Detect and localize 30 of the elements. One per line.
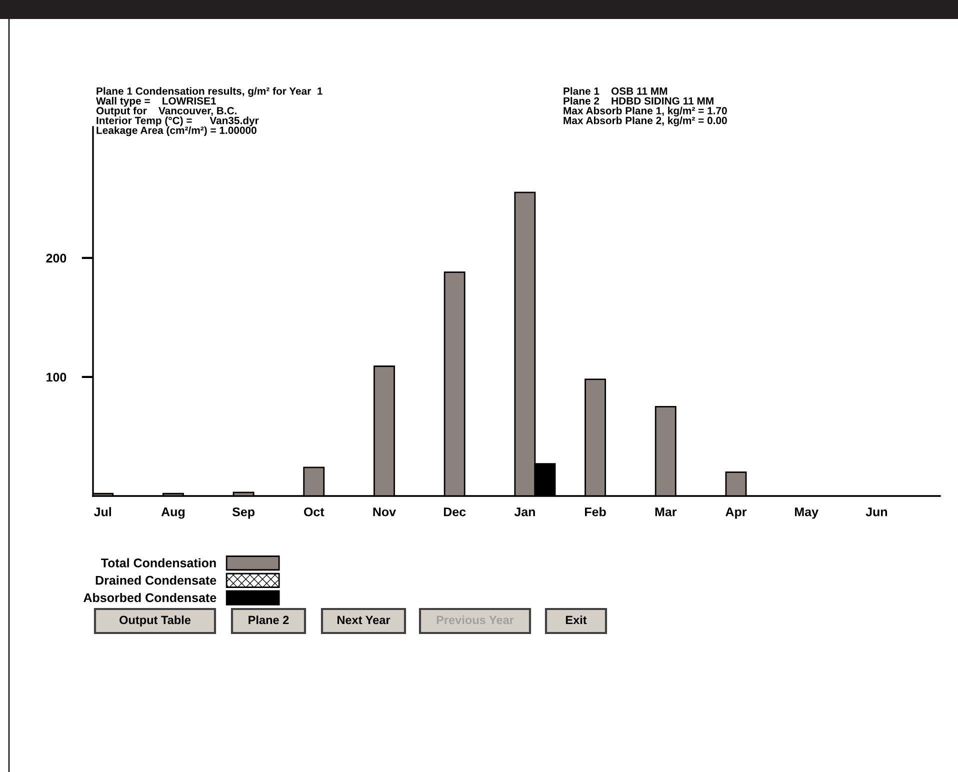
- text: Next Year: [337, 616, 390, 624]
- x-tick-label: Sep: [232, 507, 254, 519]
- text: Exit: [566, 615, 587, 624]
- text: Wall type = LOWRISE1: [96, 96, 216, 107]
- x-tick-label: Feb: [585, 507, 606, 516]
- annotation: Leakage Area (cm²/m²) = 1.00000: [96, 126, 256, 136]
- x-tick-label: Aug: [161, 508, 185, 519]
- y-tick-label: 100: [46, 372, 66, 382]
- legend-label: Drained Condensate: [96, 576, 216, 585]
- text: Plane 2: [248, 615, 289, 624]
- text: Plane 1 OSB 11 MM: [564, 87, 668, 95]
- x-tick-label: Oct: [304, 507, 324, 516]
- x-tick-label: Mar: [655, 508, 677, 516]
- x-tick-label: Jul: [94, 507, 111, 516]
- legend-label: Absorbed Condensate: [84, 592, 216, 602]
- text: Output Table: [120, 615, 191, 627]
- text: Max Absorb Plane 2, kg/m² = 0.00: [564, 116, 727, 126]
- text: Plane 2 HDBD SIDING 11 MM: [564, 96, 714, 105]
- x-tick-label: May: [795, 508, 818, 519]
- text: Max Absorb Plane 1, kg/m² = 1.70: [564, 106, 727, 116]
- x-tick-label: Jun: [866, 508, 888, 516]
- x-tick-label: Apr: [726, 508, 747, 519]
- text: Plane 1 Condensation results, g/m² for Year 1: [96, 87, 322, 97]
- legend-label: Total Condensation: [101, 558, 216, 568]
- x-tick-label: Dec: [444, 508, 466, 516]
- x-tick-label: Nov: [373, 508, 396, 516]
- x-tick-label: Jan: [514, 508, 535, 516]
- text: Interior Temp (°C) = Van35.dyr: [96, 116, 259, 126]
- y-tick-label: 200: [46, 254, 66, 263]
- text: Output for Vancouver, B.C.: [96, 106, 237, 116]
